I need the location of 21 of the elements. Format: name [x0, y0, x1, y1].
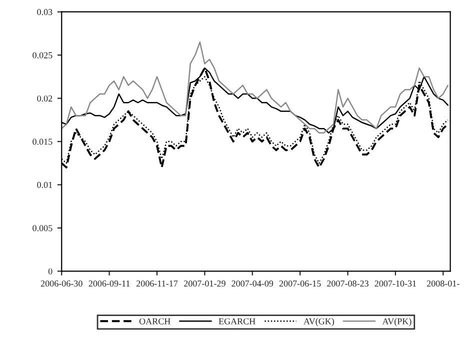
x-tick-label: 2008-01-	[426, 280, 460, 287]
y-tick-label: 0.03	[37, 8, 52, 16]
line-series	[62, 41, 449, 134]
x-tick-label: 2006-06-30	[40, 280, 82, 287]
legend-label: AV(PK)	[382, 318, 412, 326]
y-tick-label: 0.005	[32, 225, 52, 232]
x-tick-label: 2007-04-09	[232, 280, 274, 287]
y-tick-label: 0.025	[32, 52, 52, 58]
y-tick-label: 0.015	[32, 138, 52, 145]
x-tick-label: 2006-11-17	[136, 280, 178, 287]
y-tick-label: 0.02	[37, 95, 52, 102]
x-tick-label: 2007-08-23	[327, 280, 368, 287]
y-tick-label: 0	[48, 268, 52, 274]
x-tick-label: 2006-09-11	[88, 280, 130, 287]
legend-label: AV(GK)	[304, 318, 334, 326]
x-tick-label: 2007-06-15	[279, 280, 321, 287]
x-tick-label: 2007-10-31	[374, 280, 416, 287]
legend-label: OARCH	[139, 318, 170, 324]
legend-label: EGARCH	[218, 318, 256, 324]
x-tick-label: 2007-01-29	[184, 280, 226, 287]
y-tick-label: 0.01	[37, 182, 52, 188]
